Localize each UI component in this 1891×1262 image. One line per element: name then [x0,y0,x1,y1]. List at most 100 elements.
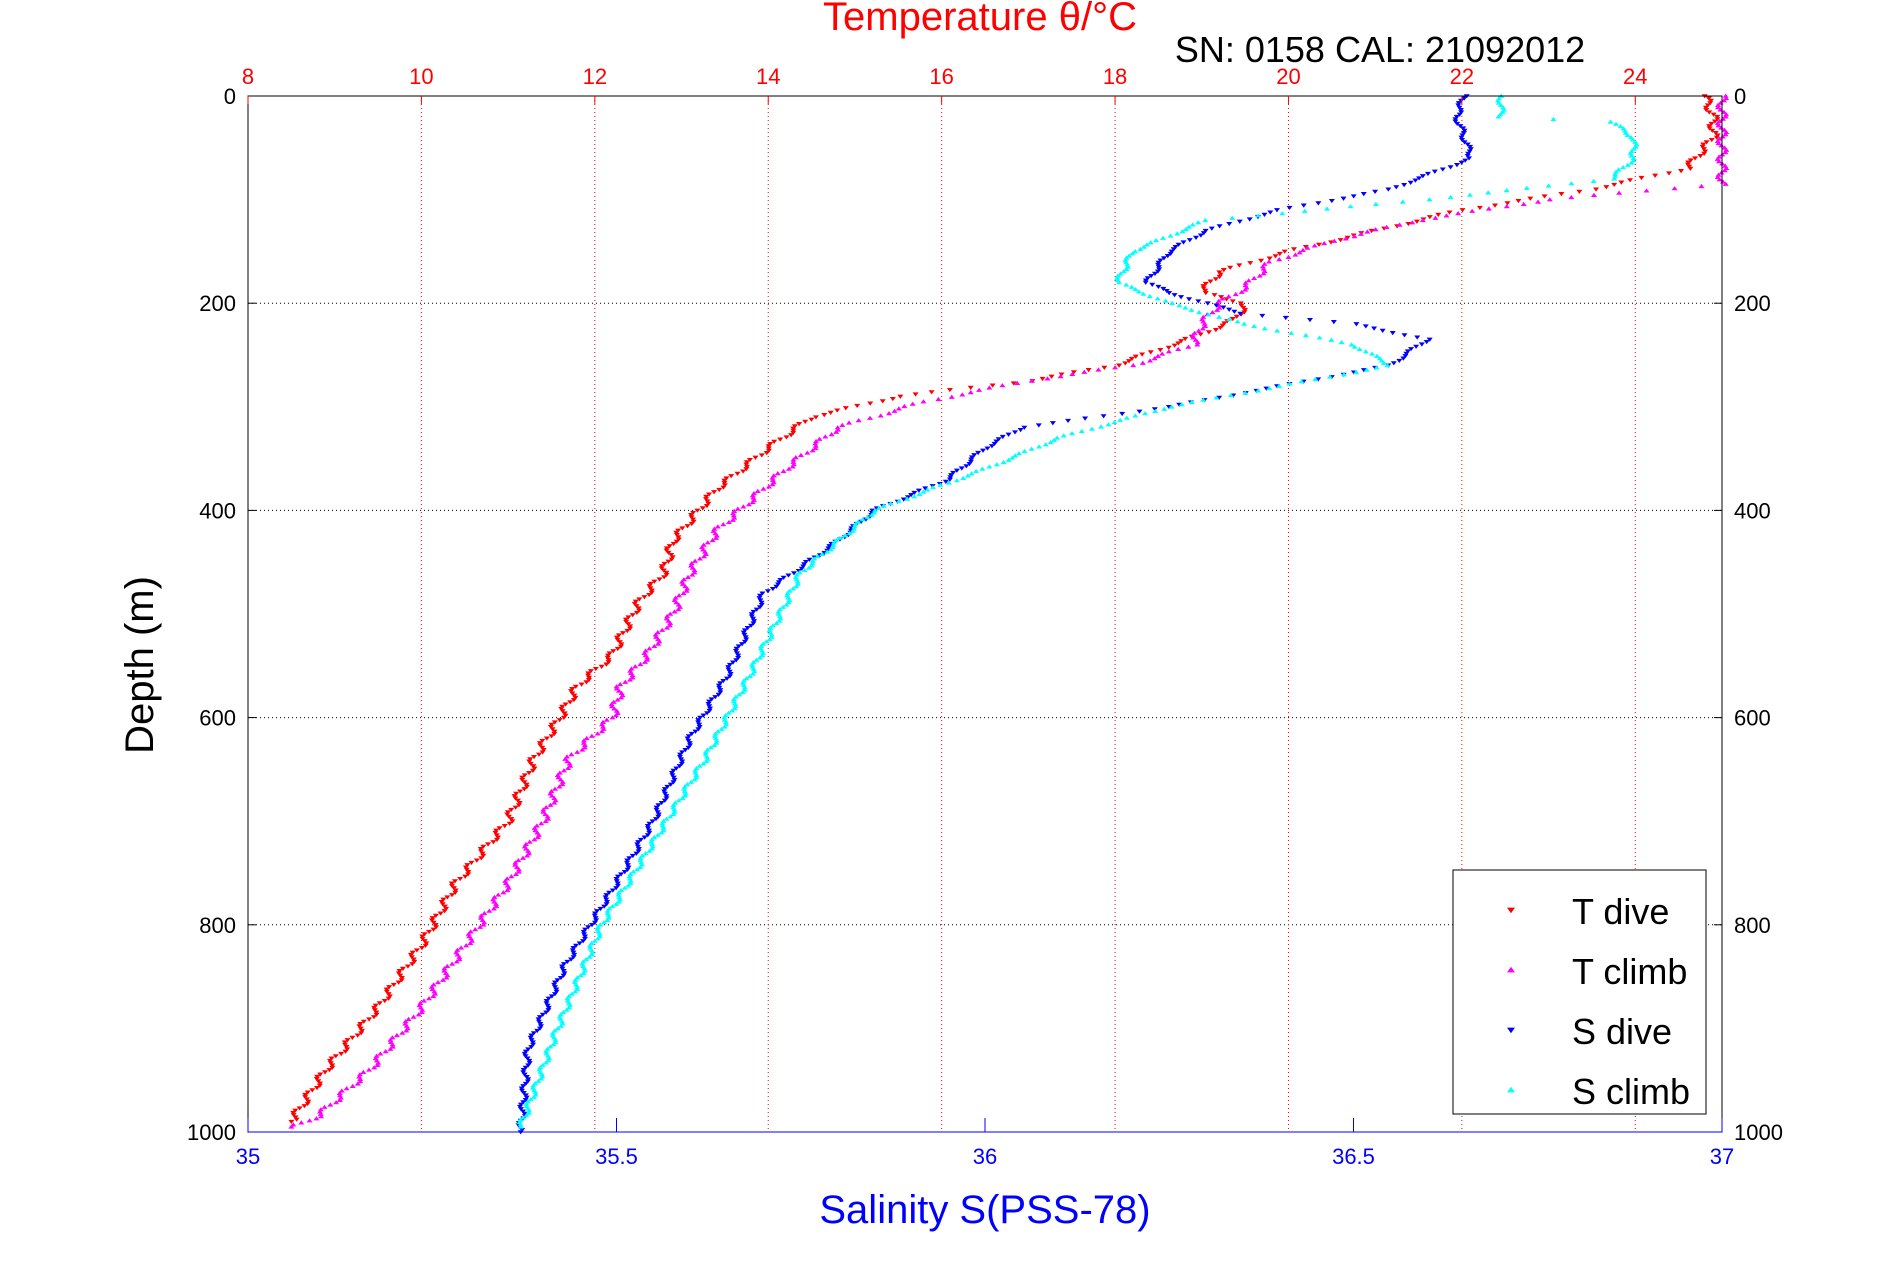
data-point [1282,315,1289,321]
data-point [1167,233,1174,238]
data-point [706,708,713,714]
data-point [1229,215,1236,220]
data-point [1405,221,1412,227]
data-point [660,568,667,573]
data-point [383,989,390,994]
data-point [356,1072,363,1077]
data-point [342,1042,349,1047]
data-point [517,1107,524,1112]
data-point [1151,356,1158,361]
data-point [1117,417,1124,422]
data-point [522,1081,529,1087]
data-point [557,1012,564,1017]
data-point [415,1012,422,1017]
data-point [467,940,474,946]
data-point [1706,110,1713,115]
data-point [1151,271,1158,276]
data-point [652,632,659,637]
data-point [574,984,581,989]
data-point [794,579,801,584]
data-point [1260,271,1267,276]
y-tick-label-right: 800 [1734,913,1771,938]
data-point [641,659,648,664]
data-point [909,401,916,406]
data-point [387,1037,394,1042]
data-point [1328,337,1335,342]
data-point [670,768,677,773]
data-point [715,692,722,697]
data-point [477,847,484,852]
data-point [911,490,918,496]
data-point [1241,321,1248,326]
data-point [511,794,518,799]
data-point [1242,287,1249,292]
data-point [1229,316,1236,322]
data-point [741,628,748,633]
data-point [666,623,673,628]
data-point [946,477,953,482]
data-point [1272,254,1279,259]
data-point [1389,331,1396,336]
data-point [610,649,617,654]
data-point [1611,174,1618,179]
data-point [572,989,579,994]
data-point [423,941,430,946]
data-point [572,695,579,701]
data-point [613,712,620,718]
data-point [1330,320,1337,325]
data-point [726,674,733,679]
data-point [581,934,588,939]
data-point [714,524,721,529]
data-point [593,909,600,914]
data-point [676,754,683,760]
data-point [1699,144,1706,150]
data-point [1157,348,1164,353]
data-point [797,452,804,457]
data-point [1401,333,1408,338]
data-point [632,664,639,669]
data-point [1396,358,1403,364]
data-point [1630,155,1637,160]
data-point [741,632,748,638]
data-point [1226,221,1233,227]
data-point [656,577,663,582]
data-point [523,784,530,790]
data-point [553,989,560,994]
data-point [684,524,691,529]
data-point [568,689,575,694]
data-point [744,626,751,631]
data-point [598,664,605,669]
data-point [715,683,722,688]
data-point [520,1109,527,1114]
data-point [375,1060,382,1065]
data-point [562,713,569,718]
data-point [1612,171,1619,177]
data-point [1211,293,1218,298]
data-point [1124,262,1131,267]
data-point [828,432,835,437]
data-point [1373,365,1380,370]
data-point [1160,235,1167,240]
data-point [822,434,829,439]
data-point [1456,105,1463,110]
data-point [648,839,655,844]
data-point [613,901,620,906]
data-point [765,484,772,489]
data-point [681,793,688,798]
data-point [1197,233,1204,238]
data-point [929,484,936,490]
data-point [1276,383,1283,388]
data-point [1165,345,1172,350]
data-point [773,584,780,589]
data-point [1028,446,1035,451]
data-point [1200,286,1207,291]
data-point [688,731,695,737]
data-point [524,1056,531,1061]
data-point [547,725,554,730]
data-point [1226,307,1233,312]
data-point [560,768,567,773]
data-point [1042,442,1049,447]
data-point [1312,376,1319,381]
data-point [1712,131,1719,136]
data-point [434,979,441,985]
